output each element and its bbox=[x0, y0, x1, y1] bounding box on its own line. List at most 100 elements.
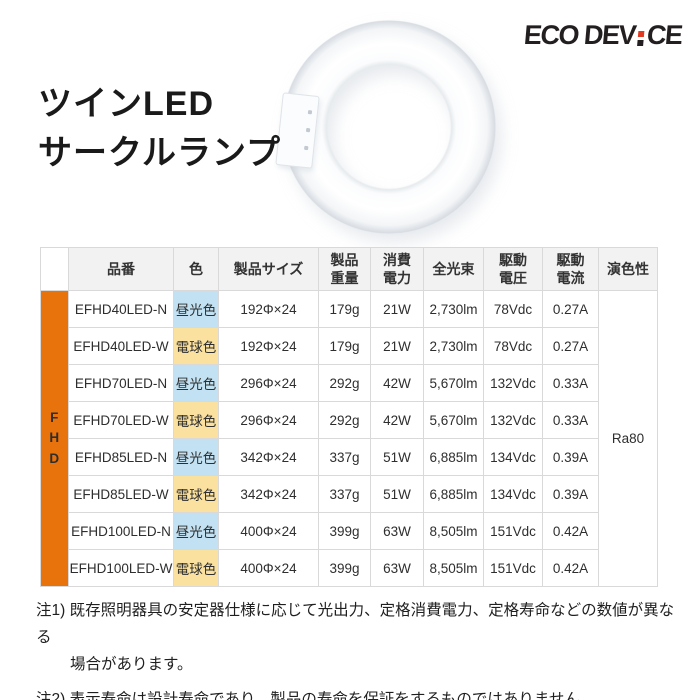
connector-pin bbox=[304, 145, 309, 151]
cell-current: 0.39A bbox=[542, 438, 599, 476]
cell-color: 昼光色 bbox=[173, 364, 219, 402]
cell-power: 21W bbox=[370, 327, 424, 365]
table-row: EFHD70LED-N 昼光色 296Φ×24 292g 42W 5,670lm… bbox=[41, 364, 658, 402]
cell-size: 342Φ×24 bbox=[218, 475, 319, 513]
cell-current: 0.27A bbox=[542, 290, 599, 328]
cell-current: 0.33A bbox=[542, 364, 599, 402]
cell-size: 296Φ×24 bbox=[218, 364, 319, 402]
cell-voltage: 151Vdc bbox=[483, 549, 543, 587]
cell-flux: 6,885lm bbox=[423, 475, 484, 513]
header-corner bbox=[40, 247, 69, 291]
cell-size: 192Φ×24 bbox=[218, 290, 319, 328]
cell-model: EFHD100LED-W bbox=[68, 549, 174, 587]
connector-pin bbox=[305, 127, 311, 133]
header-current: 駆動 電流 bbox=[542, 247, 599, 291]
cell-size: 342Φ×24 bbox=[218, 438, 319, 476]
cell-color: 電球色 bbox=[173, 475, 219, 513]
cell-voltage: 132Vdc bbox=[483, 401, 543, 439]
cell-voltage: 78Vdc bbox=[483, 327, 543, 365]
header-color: 色 bbox=[173, 247, 219, 291]
cell-color: 電球色 bbox=[173, 327, 219, 365]
cell-power: 42W bbox=[370, 401, 424, 439]
cell-model: EFHD85LED-N bbox=[68, 438, 174, 476]
cell-color: 昼光色 bbox=[173, 438, 219, 476]
cell-power: 51W bbox=[370, 438, 424, 476]
series-label-fhd: F H D bbox=[40, 290, 69, 587]
cell-current: 0.39A bbox=[542, 475, 599, 513]
note-2: 注2) 表示寿命は設計寿命であり、製品の寿命を保証をするものではありません。 bbox=[36, 691, 596, 700]
cell-size: 296Φ×24 bbox=[218, 401, 319, 439]
cell-power: 21W bbox=[370, 290, 424, 328]
product-photo bbox=[275, 20, 496, 234]
logo-text-post: CE bbox=[646, 20, 684, 50]
table-row: EFHD85LED-W 電球色 342Φ×24 337g 51W 6,885lm… bbox=[41, 475, 658, 513]
lamp-connector bbox=[275, 92, 320, 169]
header-size: 製品サイズ bbox=[218, 247, 319, 291]
cell-size: 192Φ×24 bbox=[218, 327, 319, 365]
cell-weight: 179g bbox=[318, 327, 371, 365]
cell-color: 昼光色 bbox=[173, 512, 219, 550]
cell-color: 電球色 bbox=[173, 549, 219, 587]
cell-power: 63W bbox=[370, 512, 424, 550]
logo-text-pre: ECO DEV bbox=[523, 20, 637, 50]
cell-weight: 292g bbox=[318, 401, 371, 439]
cell-voltage: 151Vdc bbox=[483, 512, 543, 550]
cell-color: 昼光色 bbox=[173, 290, 219, 328]
table-row: EFHD100LED-N 昼光色 400Φ×24 399g 63W 8,505l… bbox=[41, 512, 658, 550]
table-row: EFHD100LED-W 電球色 400Φ×24 399g 63W 8,505l… bbox=[41, 549, 658, 587]
cell-weight: 399g bbox=[318, 512, 371, 550]
header-part-no: 品番 bbox=[68, 247, 174, 291]
logo-dot-bottom bbox=[637, 40, 645, 46]
cell-model: EFHD100LED-N bbox=[68, 512, 174, 550]
cell-size: 400Φ×24 bbox=[218, 549, 319, 587]
header-weight: 製品 重量 bbox=[318, 247, 371, 291]
page-title-line1: ツインLED bbox=[38, 85, 214, 123]
cell-weight: 292g bbox=[318, 364, 371, 402]
cell-flux: 5,670lm bbox=[423, 401, 484, 439]
cell-voltage: 132Vdc bbox=[483, 364, 543, 402]
cell-weight: 337g bbox=[318, 475, 371, 513]
cell-model: EFHD70LED-N bbox=[68, 364, 174, 402]
cell-flux: 8,505lm bbox=[423, 549, 484, 587]
cell-power: 51W bbox=[370, 475, 424, 513]
table-row: EFHD85LED-N 昼光色 342Φ×24 337g 51W 6,885lm… bbox=[41, 438, 658, 476]
cell-current: 0.42A bbox=[542, 512, 599, 550]
cell-model: EFHD40LED-W bbox=[68, 327, 174, 365]
logo-dot-top bbox=[638, 31, 645, 37]
cell-flux: 5,670lm bbox=[423, 364, 484, 402]
cell-current: 0.33A bbox=[542, 401, 599, 439]
page-title-line2: サークルランプ bbox=[38, 134, 281, 173]
cell-color: 電球色 bbox=[173, 401, 219, 439]
cell-cri: Ra80 bbox=[598, 290, 658, 587]
header-flux: 全光束 bbox=[423, 247, 484, 291]
header-power: 消費 電力 bbox=[370, 247, 424, 291]
cell-model: EFHD85LED-W bbox=[68, 475, 174, 513]
header-cri: 演色性 bbox=[598, 247, 658, 291]
cell-model: EFHD70LED-W bbox=[68, 401, 174, 439]
cell-voltage: 78Vdc bbox=[483, 290, 543, 328]
connector-pin bbox=[307, 110, 313, 115]
table-row: EFHD70LED-W 電球色 296Φ×24 292g 42W 5,670lm… bbox=[41, 401, 658, 439]
cell-size: 400Φ×24 bbox=[218, 512, 319, 550]
table-header-row: 品番 色 製品サイズ 製品 重量 消費 電力 全光束 駆動 電圧 駆動 電流 演… bbox=[40, 247, 658, 291]
cell-flux: 8,505lm bbox=[423, 512, 484, 550]
cell-current: 0.42A bbox=[542, 549, 599, 587]
cell-flux: 6,885lm bbox=[423, 438, 484, 476]
cell-power: 63W bbox=[370, 549, 424, 587]
cell-weight: 337g bbox=[318, 438, 371, 476]
header-voltage: 駆動 電圧 bbox=[483, 247, 543, 291]
cell-flux: 2,730lm bbox=[423, 290, 484, 328]
logo-colon-icon bbox=[637, 31, 645, 46]
note-1-line-2: 場合があります。 bbox=[70, 656, 193, 674]
lamp-ring bbox=[282, 20, 496, 234]
cell-current: 0.27A bbox=[542, 327, 599, 365]
cell-voltage: 134Vdc bbox=[483, 438, 543, 476]
page-title: ツインLED サークルランプ bbox=[38, 80, 281, 179]
brand-logo: ECO DEV CE bbox=[523, 20, 683, 51]
table-row: F H D EFHD40LED-N 昼光色 192Φ×24 179g 21W 2… bbox=[40, 290, 658, 587]
cell-weight: 179g bbox=[318, 290, 371, 328]
footnotes: 注1) 既存照明器具の安定器仕様に応じて光出力、定格消費電力、定格寿命などの数値… bbox=[36, 597, 684, 700]
cell-voltage: 134Vdc bbox=[483, 475, 543, 513]
cell-model: EFHD40LED-N bbox=[68, 290, 174, 328]
